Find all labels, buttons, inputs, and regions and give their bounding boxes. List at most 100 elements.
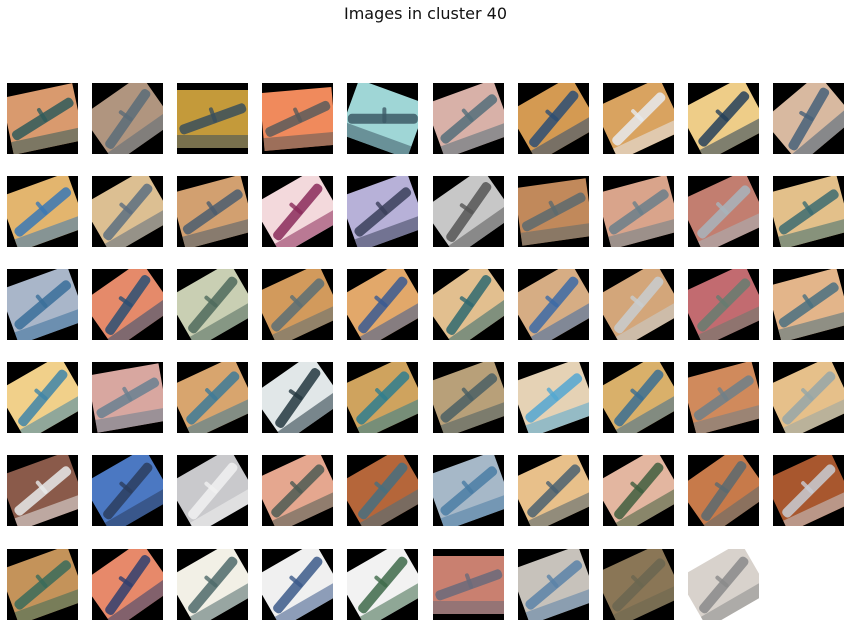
photo-content [7, 455, 78, 526]
photo-content [347, 549, 418, 620]
cluster-image-thumbnail [688, 362, 759, 433]
cluster-image-thumbnail [347, 362, 418, 433]
cluster-image-thumbnail [433, 176, 504, 247]
cluster-image-thumbnail [433, 549, 504, 620]
photo-content [347, 455, 418, 526]
cluster-image-thumbnail [177, 269, 248, 340]
photo-content [7, 176, 78, 247]
cluster-image-thumbnail [603, 362, 674, 433]
photo-content [433, 362, 504, 433]
cluster-image-thumbnail [92, 455, 163, 526]
cluster-image-thumbnail [603, 269, 674, 340]
photo-content [7, 362, 78, 433]
photo-content [262, 86, 333, 151]
cluster-image-thumbnail [518, 549, 589, 620]
cluster-image-thumbnail [603, 455, 674, 526]
cluster-image-thumbnail [688, 269, 759, 340]
cluster-image-thumbnail [518, 83, 589, 154]
photo-content [177, 89, 248, 148]
photo-content [603, 176, 674, 247]
cluster-image-thumbnail [433, 83, 504, 154]
photo-content [433, 269, 504, 340]
photo-content [688, 362, 759, 433]
photo-content [177, 269, 248, 340]
cluster-image-thumbnail [518, 176, 589, 247]
cluster-image-thumbnail [262, 269, 333, 340]
cluster-image-thumbnail [688, 176, 759, 247]
photo-content [773, 362, 844, 433]
cluster-image-thumbnail [688, 549, 759, 620]
photo-content [177, 176, 248, 247]
cluster-image-thumbnail [773, 455, 844, 526]
photo-content [518, 269, 589, 340]
cluster-image-thumbnail [347, 83, 418, 154]
cluster-image-thumbnail [262, 176, 333, 247]
photo-content [92, 455, 163, 526]
cluster-image-thumbnail [92, 176, 163, 247]
photo-content [262, 455, 333, 526]
photo-content [433, 83, 504, 154]
cluster-image-thumbnail [347, 176, 418, 247]
photo-content [688, 269, 759, 340]
cluster-image-thumbnail [603, 549, 674, 620]
cluster-image-thumbnail [773, 83, 844, 154]
cluster-image-thumbnail [177, 549, 248, 620]
photo-content [177, 455, 248, 526]
page-title: Images in cluster 40 [343, 4, 508, 23]
photo-content [177, 549, 248, 620]
cluster-image-thumbnail [773, 176, 844, 247]
photo-content [177, 362, 248, 433]
photo-content [347, 176, 418, 247]
photo-content [347, 83, 418, 154]
photo-content [262, 269, 333, 340]
cluster-image-thumbnail [688, 83, 759, 154]
photo-content [347, 362, 418, 433]
cluster-image-thumbnail [177, 362, 248, 433]
photo-content [262, 362, 333, 433]
photo-content [518, 177, 589, 246]
cluster-image-thumbnail [92, 269, 163, 340]
photo-content [92, 176, 163, 247]
photo-content [347, 269, 418, 340]
photo-content [433, 176, 504, 247]
photo-content [92, 549, 163, 620]
photo-content [7, 549, 78, 620]
cluster-image-thumbnail [347, 549, 418, 620]
photo-content [773, 269, 844, 340]
cluster-image-thumbnail [92, 362, 163, 433]
photo-content [603, 362, 674, 433]
photo-content [518, 362, 589, 433]
photo-content [688, 176, 759, 247]
cluster-image-thumbnail [7, 176, 78, 247]
cluster-image-thumbnail [603, 176, 674, 247]
photo-content [688, 455, 759, 526]
cluster-image-thumbnail [518, 269, 589, 340]
cluster-image-thumbnail [773, 269, 844, 340]
cluster-image-thumbnail [347, 269, 418, 340]
photo-content [773, 176, 844, 247]
photo-content [518, 455, 589, 526]
photo-content [92, 269, 163, 340]
cluster-image-thumbnail [7, 83, 78, 154]
cluster-image-thumbnail [7, 549, 78, 620]
photo-content [7, 83, 78, 154]
cluster-image-thumbnail [433, 362, 504, 433]
photo-content [433, 555, 504, 614]
photo-content [688, 83, 759, 154]
photo-content [603, 455, 674, 526]
photo-content [92, 362, 163, 433]
cluster-image-thumbnail [92, 83, 163, 154]
photo-content [688, 549, 759, 620]
photo-content [7, 269, 78, 340]
cluster-image-thumbnail [262, 83, 333, 154]
cluster-image-thumbnail [433, 269, 504, 340]
cluster-image-thumbnail [177, 455, 248, 526]
photo-content [433, 455, 504, 526]
photo-content [92, 83, 163, 154]
cluster-image-thumbnail [518, 455, 589, 526]
cluster-image-thumbnail [7, 269, 78, 340]
photo-content [262, 176, 333, 247]
photo-content [603, 549, 674, 620]
cluster-image-thumbnail [688, 455, 759, 526]
